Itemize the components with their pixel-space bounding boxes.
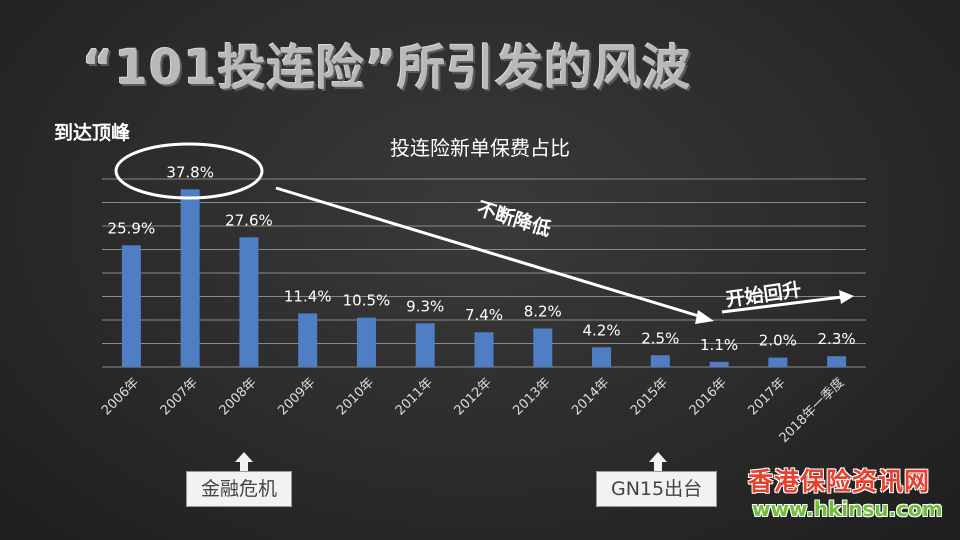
x-tick-label: 2008年 bbox=[217, 375, 260, 418]
value-label: 27.6% bbox=[225, 211, 273, 229]
value-label: 25.9% bbox=[108, 219, 156, 237]
bar bbox=[356, 317, 376, 367]
bar bbox=[827, 356, 847, 367]
peak-highlight-ellipse bbox=[114, 142, 264, 200]
bar bbox=[768, 357, 788, 367]
value-label: 37.8% bbox=[166, 163, 214, 181]
value-label: 11.4% bbox=[284, 287, 332, 305]
bar bbox=[121, 245, 141, 367]
x-tick-label: 2015年 bbox=[628, 375, 671, 418]
rise-arrow-head bbox=[839, 290, 854, 304]
x-tick-label: 2011年 bbox=[393, 375, 436, 418]
bars bbox=[121, 189, 847, 367]
bar bbox=[298, 313, 318, 367]
watermark-url: www.hkinsu.com bbox=[752, 497, 943, 521]
bar bbox=[415, 323, 435, 367]
page-title: “101投连险”所引发的风波 bbox=[82, 40, 692, 96]
bar bbox=[474, 332, 494, 367]
x-tick-label: 2006年 bbox=[99, 375, 142, 418]
bar bbox=[592, 347, 612, 367]
callout-financial-crisis: 金融危机 bbox=[186, 471, 293, 507]
value-label: 1.1% bbox=[700, 336, 738, 354]
value-label: 2.3% bbox=[818, 330, 856, 348]
bar bbox=[239, 237, 259, 367]
decline-arrow-line bbox=[275, 186, 703, 319]
x-tick-label: 2013年 bbox=[510, 375, 553, 418]
x-tick-labels: 2006年 2007年 2008年 2009年 2010年 2011年 2012年 2013年… bbox=[99, 375, 847, 446]
bar bbox=[533, 328, 553, 367]
bar bbox=[650, 355, 670, 367]
watermark-cn: 香港保险资讯网 bbox=[748, 467, 931, 496]
bar bbox=[180, 189, 200, 367]
x-tick-label: 2009年 bbox=[275, 375, 318, 418]
callout-gn15: GN15出台 bbox=[596, 471, 718, 507]
value-label: 10.5% bbox=[343, 292, 391, 310]
decline-annotation: 不断降低 bbox=[474, 197, 553, 241]
x-tick-label: 2010年 bbox=[334, 375, 377, 418]
value-label: 2.0% bbox=[759, 332, 797, 350]
bar bbox=[709, 361, 729, 367]
value-label: 4.2% bbox=[582, 321, 620, 339]
peak-label: 到达顶峰 bbox=[54, 122, 131, 144]
value-label: 2.5% bbox=[641, 329, 679, 347]
value-label: 9.3% bbox=[406, 297, 444, 315]
rise-arrow-line bbox=[721, 295, 843, 314]
x-tick-label: 2012年 bbox=[452, 375, 495, 418]
value-labels: 25.9% 37.8% 27.6% 11.4% 10.5% 9.3% 7.4% 8.2% 4.2… bbox=[108, 163, 856, 353]
value-label: 8.2% bbox=[524, 302, 562, 320]
x-tick-label: 2014年 bbox=[569, 375, 612, 418]
value-label: 7.4% bbox=[465, 306, 503, 324]
decline-arrow-head bbox=[695, 310, 714, 324]
x-tick-label: 2016年 bbox=[687, 375, 730, 418]
x-tick-label: 2007年 bbox=[158, 375, 201, 418]
x-tick-label: 2017年 bbox=[745, 375, 788, 418]
chart-title: 投连险新单保费占比 bbox=[390, 136, 570, 160]
